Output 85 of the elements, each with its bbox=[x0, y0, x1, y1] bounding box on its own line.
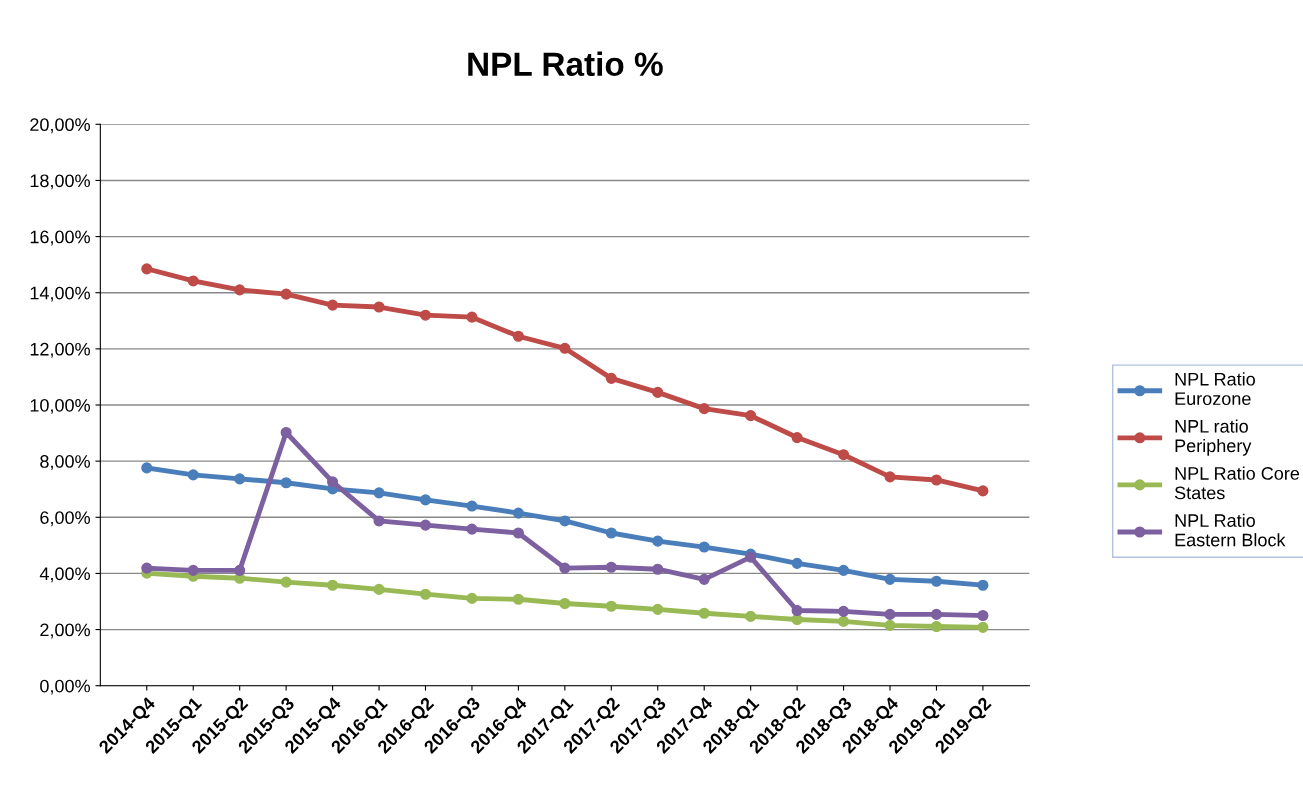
y-tick-label: 8,00% bbox=[40, 455, 90, 470]
point bbox=[280, 288, 292, 300]
point bbox=[141, 562, 153, 574]
y-tick-label: 12,00% bbox=[30, 342, 90, 358]
chart-title: NPL Ratio % bbox=[468, 51, 663, 77]
point bbox=[559, 562, 571, 574]
point bbox=[605, 561, 617, 573]
point bbox=[280, 426, 292, 439]
legend-label: NPL Ratio Eastern Block bbox=[1175, 513, 1286, 547]
point bbox=[745, 610, 757, 622]
point bbox=[512, 527, 524, 539]
point bbox=[419, 519, 432, 531]
legend-label: NPL Ratio Eurozone bbox=[1175, 372, 1255, 406]
point bbox=[466, 592, 478, 604]
point bbox=[884, 471, 896, 483]
point bbox=[605, 372, 617, 384]
point bbox=[930, 608, 943, 620]
point bbox=[187, 275, 199, 287]
point bbox=[605, 600, 617, 612]
point bbox=[791, 604, 803, 617]
point bbox=[466, 500, 478, 512]
point bbox=[141, 462, 153, 474]
point bbox=[838, 615, 850, 627]
point bbox=[559, 515, 571, 527]
point bbox=[559, 597, 571, 610]
point bbox=[977, 609, 989, 622]
y-tick-label: 0,00% bbox=[40, 679, 90, 695]
y-tick-label: 16,00% bbox=[30, 230, 90, 246]
y-tick-label: 6,00% bbox=[40, 511, 90, 527]
point bbox=[512, 507, 524, 519]
point bbox=[373, 515, 385, 527]
point bbox=[234, 284, 246, 296]
point bbox=[884, 573, 896, 585]
point bbox=[234, 473, 246, 485]
point bbox=[187, 564, 199, 576]
point bbox=[373, 583, 385, 595]
point bbox=[977, 485, 989, 497]
point bbox=[698, 607, 710, 619]
point bbox=[512, 330, 524, 342]
point bbox=[977, 579, 989, 591]
y-tick-label: 18,00% bbox=[30, 174, 90, 190]
y-tick-label: 20,00% bbox=[30, 118, 90, 134]
y-tick-label: 14,00% bbox=[30, 286, 90, 302]
y-tick-label: 10,00% bbox=[30, 398, 90, 414]
point bbox=[652, 563, 664, 575]
point bbox=[327, 299, 339, 311]
point bbox=[280, 576, 292, 588]
point bbox=[280, 477, 292, 489]
point bbox=[141, 263, 153, 275]
point bbox=[698, 573, 710, 585]
point bbox=[698, 541, 710, 553]
legend-label: NPL Ratio Core States bbox=[1174, 466, 1300, 500]
y-tick-label: 4,00% bbox=[39, 567, 90, 583]
point bbox=[930, 620, 943, 633]
y-tick-label: 2,00% bbox=[40, 623, 90, 639]
legend-label: NPL ratio Periphery bbox=[1175, 419, 1252, 456]
point bbox=[559, 342, 571, 354]
point bbox=[745, 410, 757, 422]
point bbox=[605, 527, 617, 539]
point bbox=[327, 476, 339, 488]
point bbox=[652, 535, 664, 547]
point bbox=[838, 564, 850, 576]
point bbox=[884, 619, 896, 631]
point bbox=[838, 605, 850, 617]
point bbox=[373, 487, 385, 499]
point bbox=[466, 523, 478, 535]
point bbox=[930, 575, 943, 587]
point bbox=[187, 469, 199, 481]
point bbox=[838, 449, 850, 461]
point bbox=[234, 564, 246, 576]
point bbox=[791, 432, 803, 444]
point bbox=[419, 309, 432, 321]
point bbox=[373, 301, 385, 313]
point bbox=[419, 588, 432, 600]
point bbox=[791, 557, 803, 569]
point bbox=[419, 494, 432, 506]
point bbox=[977, 621, 989, 633]
point bbox=[466, 311, 478, 323]
point bbox=[930, 474, 943, 486]
point bbox=[512, 593, 524, 605]
point bbox=[698, 403, 710, 415]
point bbox=[652, 603, 664, 615]
point bbox=[327, 579, 339, 591]
point bbox=[652, 386, 664, 398]
point bbox=[884, 608, 896, 620]
